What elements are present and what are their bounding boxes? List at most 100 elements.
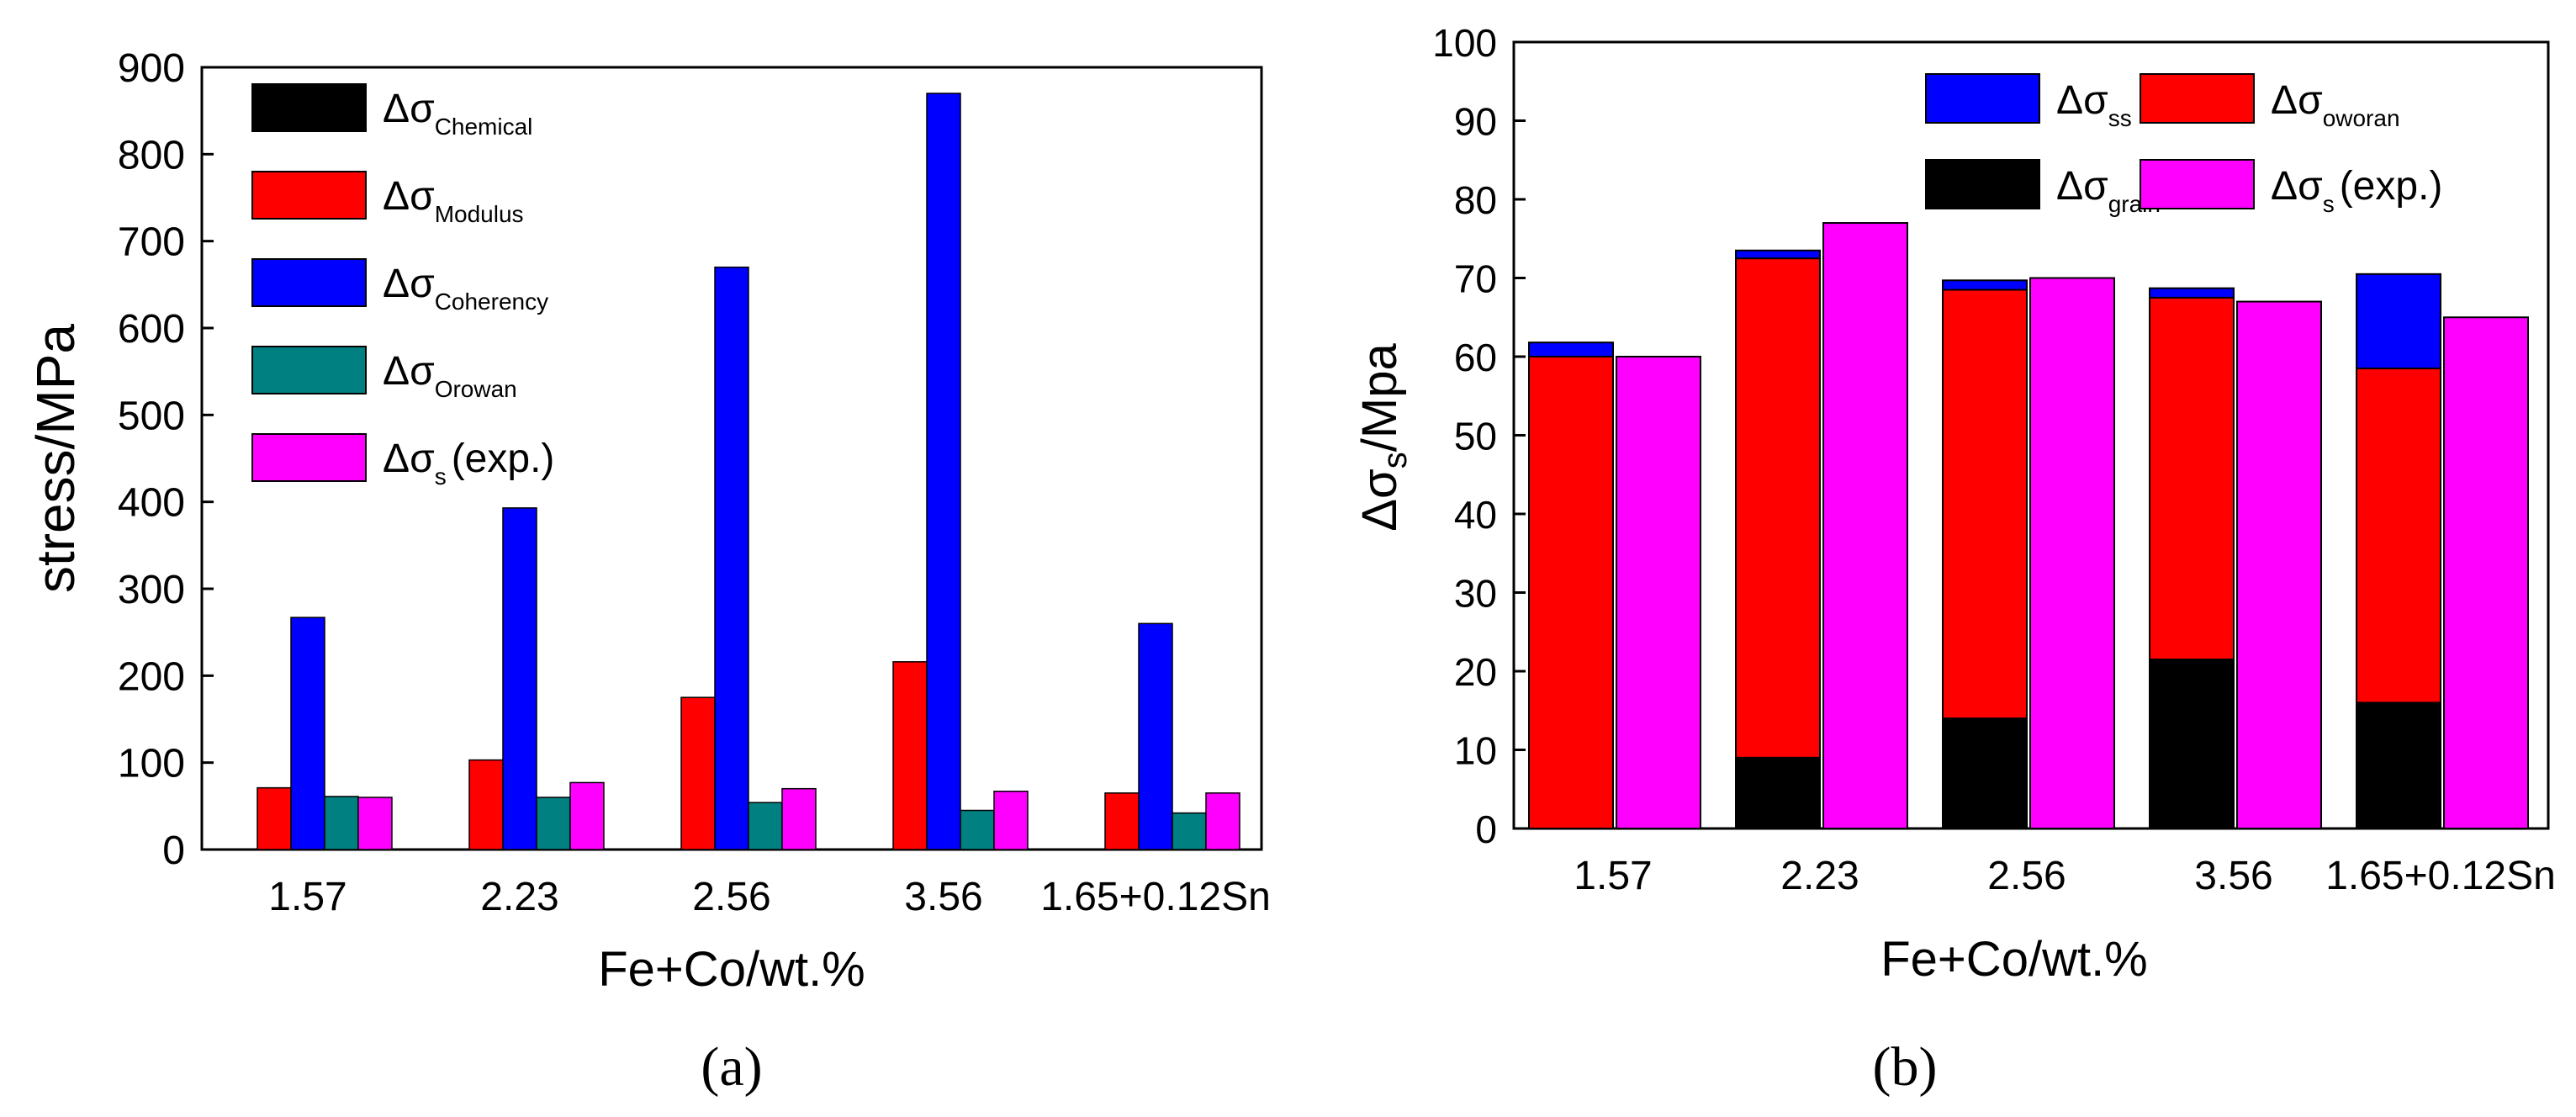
chart-a-y-axis-label: stress/MPa bbox=[25, 324, 86, 593]
chart-a-bar-orowan-4 bbox=[1172, 812, 1207, 850]
chart-a-legend-label-chemical-symbol: Δσ bbox=[383, 87, 435, 131]
chart-a-bar-s-0 bbox=[357, 797, 393, 850]
chart-a-y-tick-label: 400 bbox=[118, 481, 185, 526]
chart-a-x-tick-label: 3.56 bbox=[904, 875, 982, 919]
chart-b-x-axis: 1.57 2.23 2.56 3.56 1.65+0.12Sn bbox=[1574, 854, 2556, 898]
chart-b-bars bbox=[1528, 222, 2529, 830]
chart-b-legend-label-oworan-sub: oworan bbox=[2323, 105, 2400, 131]
chart-a-bar-orowan-3 bbox=[960, 809, 995, 850]
chart-a-bar-s-4 bbox=[1205, 792, 1240, 850]
chart-b-bar-ss-3 bbox=[2149, 287, 2235, 299]
chart-a-y-tick-label: 0 bbox=[162, 828, 185, 873]
chart-a-bar-modulus-0 bbox=[257, 786, 292, 850]
chart-a-y-tick-label: 600 bbox=[118, 307, 185, 352]
chart-a-legend-swatch-coherency bbox=[251, 258, 367, 307]
chart-b-bar-grain-1 bbox=[1735, 756, 1821, 829]
chart-a-bar-modulus-1 bbox=[468, 759, 504, 850]
chart-b-bar-oworan-2 bbox=[1942, 289, 2028, 720]
chart-a: 0 100 200 300 400 500 600 700 800 900 1.57 2.23 2.5… bbox=[25, 46, 1271, 1098]
chart-a-legend-swatch-orowan bbox=[251, 346, 367, 394]
chart-a-legend-label-coherency-sub: Coherency bbox=[435, 289, 548, 315]
chart-a-legend-label-coherency-symbol: Δσ bbox=[383, 262, 435, 306]
chart-b-y-tick-label: 100 bbox=[1432, 21, 1497, 65]
chart-a-y-tick-label: 500 bbox=[118, 394, 185, 438]
chart-b-y-axis-label-sub: s bbox=[1377, 452, 1414, 469]
chart-b-legend-label-oworan: Δσoworan bbox=[2271, 78, 2400, 131]
chart-a-legend-label-s: Δσs (exp.) bbox=[383, 437, 554, 490]
chart-b-legend-label-ss: Δσss bbox=[2056, 78, 2132, 131]
chart-a-bar-s-1 bbox=[569, 781, 605, 850]
chart-a-legend-label-chemical: ΔσChemical bbox=[383, 87, 532, 140]
chart-a-bars bbox=[257, 93, 1240, 850]
chart-a-bar-orowan-2 bbox=[748, 802, 783, 850]
chart-b-x-axis-label: Fe+Co/wt.% bbox=[1880, 932, 2148, 987]
chart-b-legend-label-ss-symbol: Δσ bbox=[2056, 78, 2108, 123]
chart-b-bar-grain-3 bbox=[2149, 658, 2235, 829]
chart-a-x-tick-label: 2.56 bbox=[692, 875, 770, 919]
chart-b-y-tick-label: 60 bbox=[1454, 336, 1497, 379]
chart-b-bar-exp-1 bbox=[1822, 222, 1908, 829]
chart-b-y-tick-label: 50 bbox=[1454, 415, 1497, 458]
chart-a-y-axis: 0 100 200 300 400 500 600 700 800 900 bbox=[118, 46, 214, 873]
chart-a-x-tick-label: 1.57 bbox=[268, 875, 346, 919]
chart-a-y-tick-label: 800 bbox=[118, 133, 185, 177]
chart-b-y-axis: 0 10 20 30 40 50 60 70 80 90 100 bbox=[1432, 21, 1526, 851]
chart-a-y-tick-label: 100 bbox=[118, 742, 185, 786]
chart-b-bar-exp-0 bbox=[1616, 356, 1701, 829]
chart-a-legend-label-chemical-sub: Chemical bbox=[435, 114, 533, 140]
chart-a-bar-coherency-1 bbox=[502, 507, 537, 850]
chart-a-legend-label-modulus: ΔσModulus bbox=[383, 174, 524, 227]
chart-b-y-axis-label-symbol: Δσ bbox=[1352, 469, 1407, 532]
chart-b-y-tick-label: 0 bbox=[1475, 807, 1497, 851]
chart-b-bar-exp-4 bbox=[2443, 316, 2529, 829]
chart-a-legend-label-modulus-symbol: Δσ bbox=[383, 174, 435, 219]
chart-a-caption: (a) bbox=[701, 1036, 762, 1098]
chart-b-bar-ss-2 bbox=[1942, 279, 2028, 291]
chart-a-legend-swatch-chemical bbox=[251, 83, 367, 132]
chart-b-legend-swatch-grain bbox=[1925, 159, 2040, 209]
chart-a-x-tick-label: 1.65+0.12Sn bbox=[1040, 875, 1271, 919]
chart-b-bar-grain-2 bbox=[1942, 717, 2028, 829]
chart-b-legend-label-oworan-symbol: Δσ bbox=[2271, 78, 2323, 123]
chart-b-bar-ss-4 bbox=[2356, 273, 2441, 370]
chart-a-bar-modulus-4 bbox=[1104, 792, 1140, 850]
chart-a-y-tick-label: 900 bbox=[118, 46, 185, 91]
chart-a-bar-coherency-2 bbox=[714, 266, 749, 850]
chart-b-y-tick-label: 30 bbox=[1454, 572, 1497, 616]
chart-a-legend-swatch-modulus bbox=[251, 171, 367, 220]
chart-a-legend-label-orowan-sub: Orowan bbox=[435, 376, 517, 402]
chart-a-bar-orowan-0 bbox=[324, 796, 359, 850]
chart-b-legend-label-grain-symbol: Δσ bbox=[2056, 164, 2108, 209]
chart-a-bar-modulus-3 bbox=[892, 661, 928, 850]
chart-b-bar-oworan-4 bbox=[2356, 368, 2441, 704]
chart-a-legend-label-orowan-symbol: Δσ bbox=[383, 349, 435, 394]
chart-b-y-tick-label: 80 bbox=[1454, 178, 1497, 222]
chart-b-bar-oworan-0 bbox=[1528, 356, 1614, 829]
chart-a-legend-swatch-s bbox=[251, 433, 367, 482]
chart-b-y-tick-label: 70 bbox=[1454, 257, 1497, 301]
chart-a-x-axis-label: Fe+Co/wt.% bbox=[598, 942, 865, 997]
chart-b-bar-ss-1 bbox=[1735, 249, 1821, 260]
chart-a-bar-coherency-4 bbox=[1138, 622, 1173, 850]
chart-b-bar-grain-4 bbox=[2356, 701, 2441, 830]
chart-a-x-axis: 1.57 2.23 2.56 3.56 1.65+0.12Sn bbox=[268, 875, 1271, 919]
chart-b-legend-label-s: Δσs (exp.) bbox=[2271, 164, 2442, 217]
chart-b-y-tick-label: 10 bbox=[1454, 729, 1497, 773]
chart-a-legend-label-s-sub: s bbox=[435, 463, 447, 490]
chart-a-bar-coherency-0 bbox=[290, 617, 325, 850]
chart-b-x-tick-label: 1.65+0.12Sn bbox=[2325, 854, 2556, 898]
chart-a-bar-s-3 bbox=[993, 791, 1029, 850]
chart-b-legend-label-ss-sub: ss bbox=[2108, 105, 2132, 131]
chart-a-legend: ΔσChemicalΔσModulusΔσCoherencyΔσOrowanΔσ… bbox=[251, 83, 554, 490]
chart-b-x-tick-label: 1.57 bbox=[1574, 854, 1652, 898]
chart-b-y-axis-label-suffix: /Mpa bbox=[1352, 343, 1407, 453]
chart-b-bar-exp-2 bbox=[2029, 277, 2115, 829]
chart-a-bar-modulus-2 bbox=[680, 696, 716, 850]
chart-b-bar-exp-3 bbox=[2236, 300, 2322, 829]
chart-b-legend-swatch-s bbox=[2140, 159, 2255, 209]
chart-b-bar-ss-0 bbox=[1528, 341, 1614, 358]
chart-a-bar-coherency-3 bbox=[926, 93, 961, 850]
chart-b-x-tick-label: 2.23 bbox=[1780, 854, 1859, 898]
